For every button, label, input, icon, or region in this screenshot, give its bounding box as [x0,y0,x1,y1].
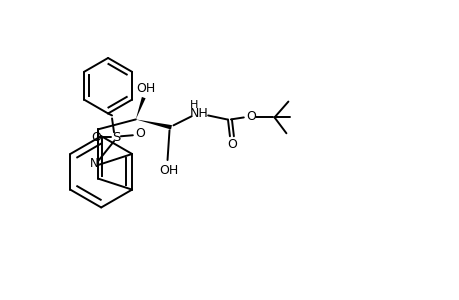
Text: O: O [91,131,101,144]
Text: N: N [90,158,98,170]
Polygon shape [135,97,146,119]
Text: H: H [190,100,198,110]
Text: O: O [245,110,255,123]
Polygon shape [135,119,172,130]
Text: OH: OH [158,164,178,177]
Text: S: S [112,131,120,144]
Text: OH: OH [136,82,155,95]
Text: O: O [226,138,236,151]
Text: NH: NH [190,107,208,120]
Text: O: O [134,127,145,140]
